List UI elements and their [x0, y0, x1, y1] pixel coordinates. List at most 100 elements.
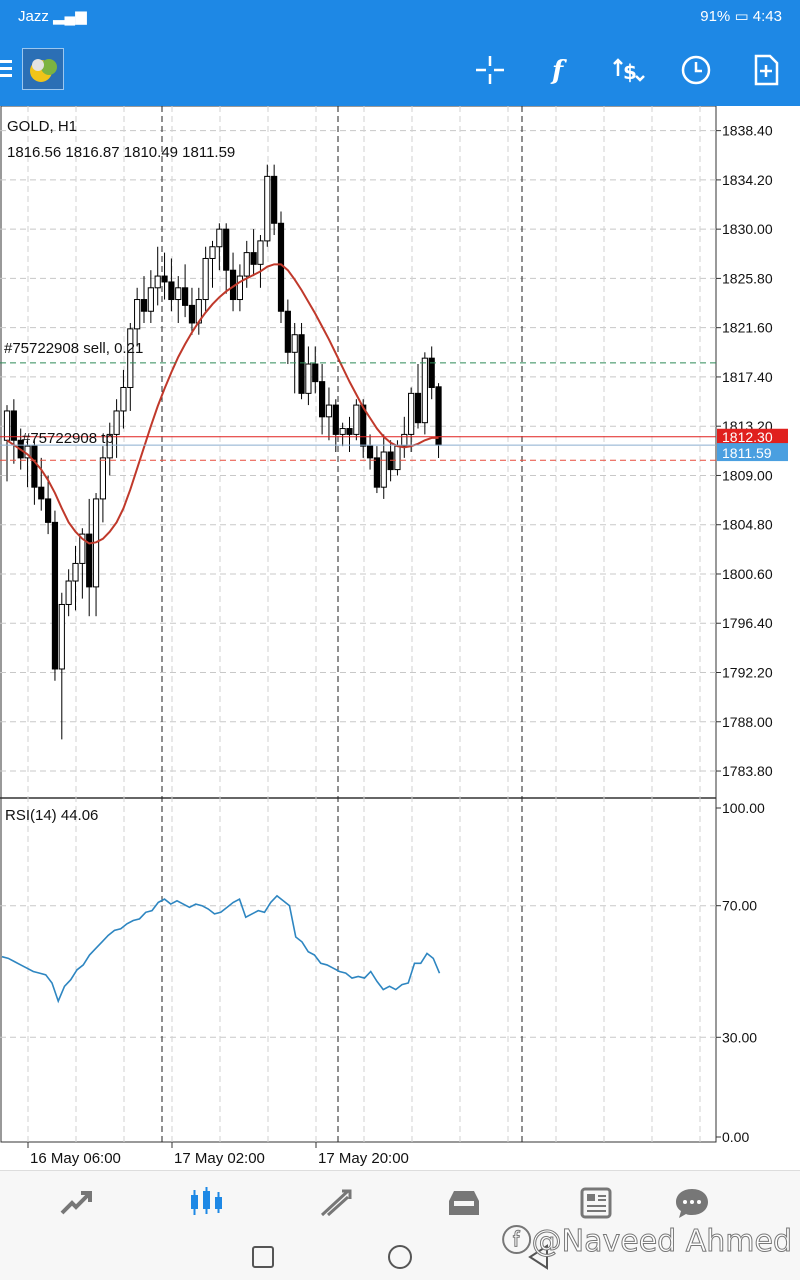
candle: [24, 440, 31, 488]
candle-body-bull: [120, 386, 127, 412]
candle: [387, 440, 394, 482]
candle: [271, 164, 278, 236]
clock-icon[interactable]: [676, 50, 716, 90]
candle: [92, 493, 100, 617]
candle-body-bear: [161, 275, 168, 283]
take-profit-label[interactable]: #75722908 tp: [22, 430, 114, 447]
candle: [421, 352, 428, 435]
candle-body-bull: [339, 428, 346, 435]
candle: [298, 322, 305, 400]
candle: [236, 264, 244, 312]
history-tab-icon[interactable]: [442, 1181, 486, 1225]
candle: [51, 510, 59, 681]
menu-icon[interactable]: [0, 56, 16, 82]
candle-body-bull: [209, 246, 216, 259]
symbol-label: GOLD, H1: [7, 118, 77, 135]
svg-text:f: f: [550, 56, 567, 86]
sell-order-label[interactable]: #75722908 sell, 0.21: [4, 340, 143, 357]
chat-tab-icon[interactable]: [670, 1181, 714, 1225]
price-tick-label: 1825.80: [722, 270, 773, 286]
chart-canvas[interactable]: 1838.40 1834.20 1830.00 1825.80 1821.60 1817.…: [0, 106, 800, 1170]
ohlc-label: 1816.56 1816.87 1810.49 1811.59: [7, 144, 235, 161]
news-tab-icon[interactable]: [574, 1181, 618, 1225]
price-tick-label: 1783.80: [722, 763, 773, 779]
carrier-label: Jazz: [18, 8, 49, 25]
candle: [414, 364, 422, 429]
trade-tab-icon[interactable]: [314, 1181, 358, 1225]
candle: [366, 434, 374, 470]
candle: [3, 405, 11, 482]
function-icon[interactable]: f: [538, 50, 578, 90]
recents-icon[interactable]: [248, 1242, 278, 1272]
chart-tab-icon[interactable]: [184, 1181, 228, 1225]
price-tick-label: 1796.40: [722, 615, 773, 631]
price-tick-label: 1821.60: [722, 320, 773, 336]
time-tick-label: 17 May 20:00: [318, 1150, 409, 1167]
candle: [58, 592, 65, 740]
candle-body-bear: [332, 404, 339, 435]
candle-body-bull: [325, 404, 333, 418]
grid: [0, 106, 717, 1143]
candle: [216, 223, 223, 271]
quotes-tab-icon[interactable]: [54, 1181, 98, 1225]
time-axis: 16 May 06:00 17 May 02:00 17 May 20:00: [27, 1142, 409, 1167]
candle-body-bull: [58, 603, 65, 670]
candle: [346, 416, 353, 452]
candle: [353, 399, 360, 441]
candle-body-bear: [298, 334, 305, 394]
candle-body-bull: [243, 252, 250, 277]
price-tick-label: 1809.00: [722, 467, 773, 483]
candle: [435, 383, 442, 458]
candle: [305, 346, 312, 406]
chart-area[interactable]: 1838.40 1834.20 1830.00 1825.80 1821.60 1817.…: [0, 106, 800, 1170]
candle: [45, 475, 52, 535]
rsi-tick-label: 30.00: [722, 1029, 757, 1045]
candle-body-bull: [421, 357, 428, 424]
price-tick-label: 1830.00: [722, 221, 773, 237]
bid-price-tag: [717, 428, 788, 445]
candle-body-bear: [10, 410, 17, 441]
candle: [223, 223, 230, 294]
candle: [319, 364, 326, 435]
candle-body-bear: [51, 521, 59, 670]
candle-body-bear: [360, 404, 367, 447]
home-icon[interactable]: [385, 1242, 415, 1272]
current-price-tag: [717, 443, 788, 462]
candle-body-bull: [353, 404, 360, 435]
new-order-icon[interactable]: [746, 50, 786, 90]
candle-body-bull: [202, 257, 209, 301]
current-price-tag-label: 1811.59: [722, 445, 772, 461]
system-nav-bar: [0, 1234, 800, 1280]
rsi-tick-label: 100.00: [722, 800, 765, 816]
candle: [373, 446, 380, 494]
trade-icon[interactable]: $: [608, 50, 648, 90]
candle: [428, 346, 435, 400]
candle-body-bear: [319, 381, 326, 418]
candle: [168, 258, 175, 312]
candle: [154, 246, 161, 306]
crosshair-icon[interactable]: [470, 50, 510, 90]
candle-body-bull: [65, 580, 72, 605]
price-tick-label: 1792.20: [722, 665, 773, 681]
candle-body-bull: [3, 410, 11, 441]
bottom-nav: [0, 1170, 800, 1234]
candle-body-bear: [140, 299, 148, 312]
candle: [106, 422, 113, 476]
candle-body-bull: [113, 410, 120, 435]
candle: [401, 416, 408, 458]
candle-body-bull: [394, 445, 401, 471]
candle-body-bull: [380, 451, 387, 488]
candle-body-bull: [99, 457, 107, 500]
candle: [250, 229, 257, 277]
rsi-tick-label: 0.00: [722, 1129, 749, 1145]
moving-average-line: [6, 263, 439, 545]
candle-body-bear: [312, 363, 319, 383]
metatrader-logo[interactable]: [22, 48, 64, 90]
candle-body-bull: [291, 334, 298, 353]
rsi-tick-label: 70.00: [722, 898, 757, 914]
back-icon[interactable]: [524, 1242, 554, 1272]
candle: [291, 322, 298, 394]
candle: [127, 322, 134, 411]
candle-body-bear: [86, 533, 93, 588]
status-bar-left: Jazz ▂▄▆: [18, 7, 87, 25]
